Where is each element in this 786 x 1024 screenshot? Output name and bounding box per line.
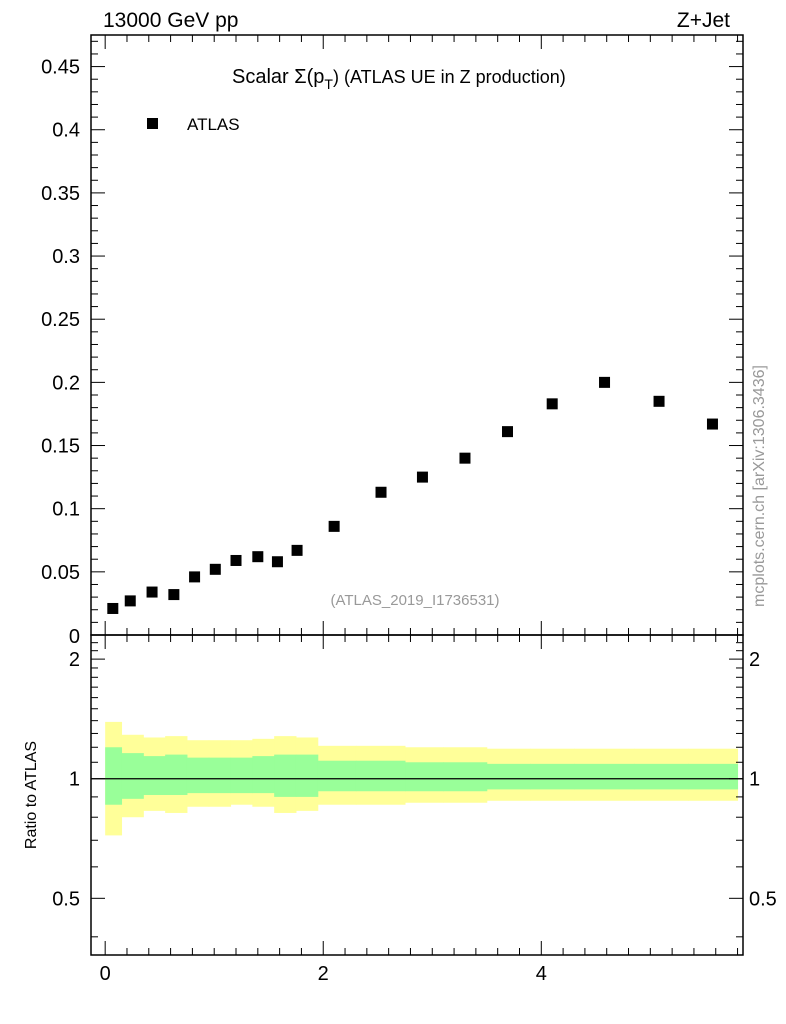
atlas-data-point [653,395,665,407]
atlas-data-point [189,571,201,583]
main-y-tick-label: 0.15 [41,436,80,458]
ratio-y-tick-label-right: 2 [749,649,760,671]
ratio-plot-panel: 0.5 0.5 1 1 2 2 0 2 4 Ratio to ATLAS [23,634,777,985]
stat-uncertainty-band [165,754,188,795]
atlas-data-point [706,418,718,430]
atlas-data-point [209,563,221,575]
stat-uncertainty-band [317,760,357,792]
ratio-y-tick-label-right: 0.5 [749,888,777,910]
main-y-tick-label: 0.1 [52,499,80,521]
stat-uncertainty-band [405,762,444,792]
ratio-plot-frame [90,634,744,956]
stat-uncertainty-band [355,760,406,792]
stat-uncertainty-band [443,762,488,792]
atlas-data-point [501,426,513,438]
x-tick-label: 4 [536,963,547,985]
atlas-data-point [546,398,558,410]
atlas-data-point [375,486,387,498]
stat-uncertainty-band [105,747,123,805]
stat-uncertainty-band [208,757,232,794]
main-y-tick-label: 0.2 [52,372,80,394]
ratio-y-axis-label: Ratio to ATLAS [23,741,40,849]
process-header: Z+Jet [677,9,730,32]
atlas-data-point [107,602,119,614]
atlas-data-point [328,520,340,532]
main-y-tick-label: 0.45 [41,57,80,79]
stat-uncertainty-band [230,757,253,794]
stat-uncertainty-band [274,754,297,797]
stat-uncertainty-band [121,753,144,799]
ratio-y-tick-label: 0.5 [52,888,80,910]
stat-uncertainty-band [486,763,531,790]
atlas-data-point [599,376,611,388]
stat-uncertainty-band [186,757,210,794]
stat-uncertainty-band [688,763,739,790]
main-plot-panel: 0.05 0.1 0.15 0.2 0.25 0.3 0.35 0.4 0.45 Scalar … [41,34,744,648]
plot-title-main: Scalar Σ(p [232,66,324,88]
plot-title-rest: ) (ATLAS UE in Z production) [333,67,566,87]
ratio-y-tick-label-right: 1 [749,769,760,791]
ratio-y-tick-label: 1 [69,769,80,791]
stat-uncertainty-band [252,756,275,794]
plot-title-subscript: T [324,76,333,92]
main-y-tick-label: 0.3 [52,246,80,268]
legend-label-atlas: ATLAS [187,115,240,134]
atlas-data-point [124,595,136,607]
atlas-data-point [252,551,264,563]
main-y-tick-label: 0.25 [41,309,80,331]
atlas-data-point [416,471,428,483]
stat-uncertainty-band [574,763,635,790]
ratio-y-tick-label: 2 [69,649,80,671]
atlas-data-point [230,554,242,566]
analysis-label: (ATLAS_2019_I1736531) [330,592,499,609]
atlas-data-point [291,544,303,556]
main-y-zero-label: 0 [69,626,80,648]
stat-uncertainty-band [530,763,575,790]
stat-uncertainty-band [143,756,166,795]
main-y-tick-label: 0.35 [41,183,80,205]
source-watermark: mcplots.cern.ch [arXiv:1306.3436] [751,365,768,607]
energy-header: 13000 GeV pp [103,9,238,32]
atlas-data-point [168,589,180,601]
atlas-data-point [459,452,471,464]
atlas-data-point [271,556,283,568]
x-tick-label: 0 [100,963,111,985]
plot-title: Scalar Σ(pT) (ATLAS UE in Z production) [232,66,566,92]
stat-uncertainty-band [633,763,689,790]
main-y-tick-label: 0.05 [41,562,80,584]
legend-marker-atlas [147,118,158,129]
atlas-data-point [146,586,158,598]
stat-uncertainty-band [295,754,319,797]
x-tick-label: 2 [318,963,329,985]
main-y-tick-label: 0.4 [52,120,80,142]
